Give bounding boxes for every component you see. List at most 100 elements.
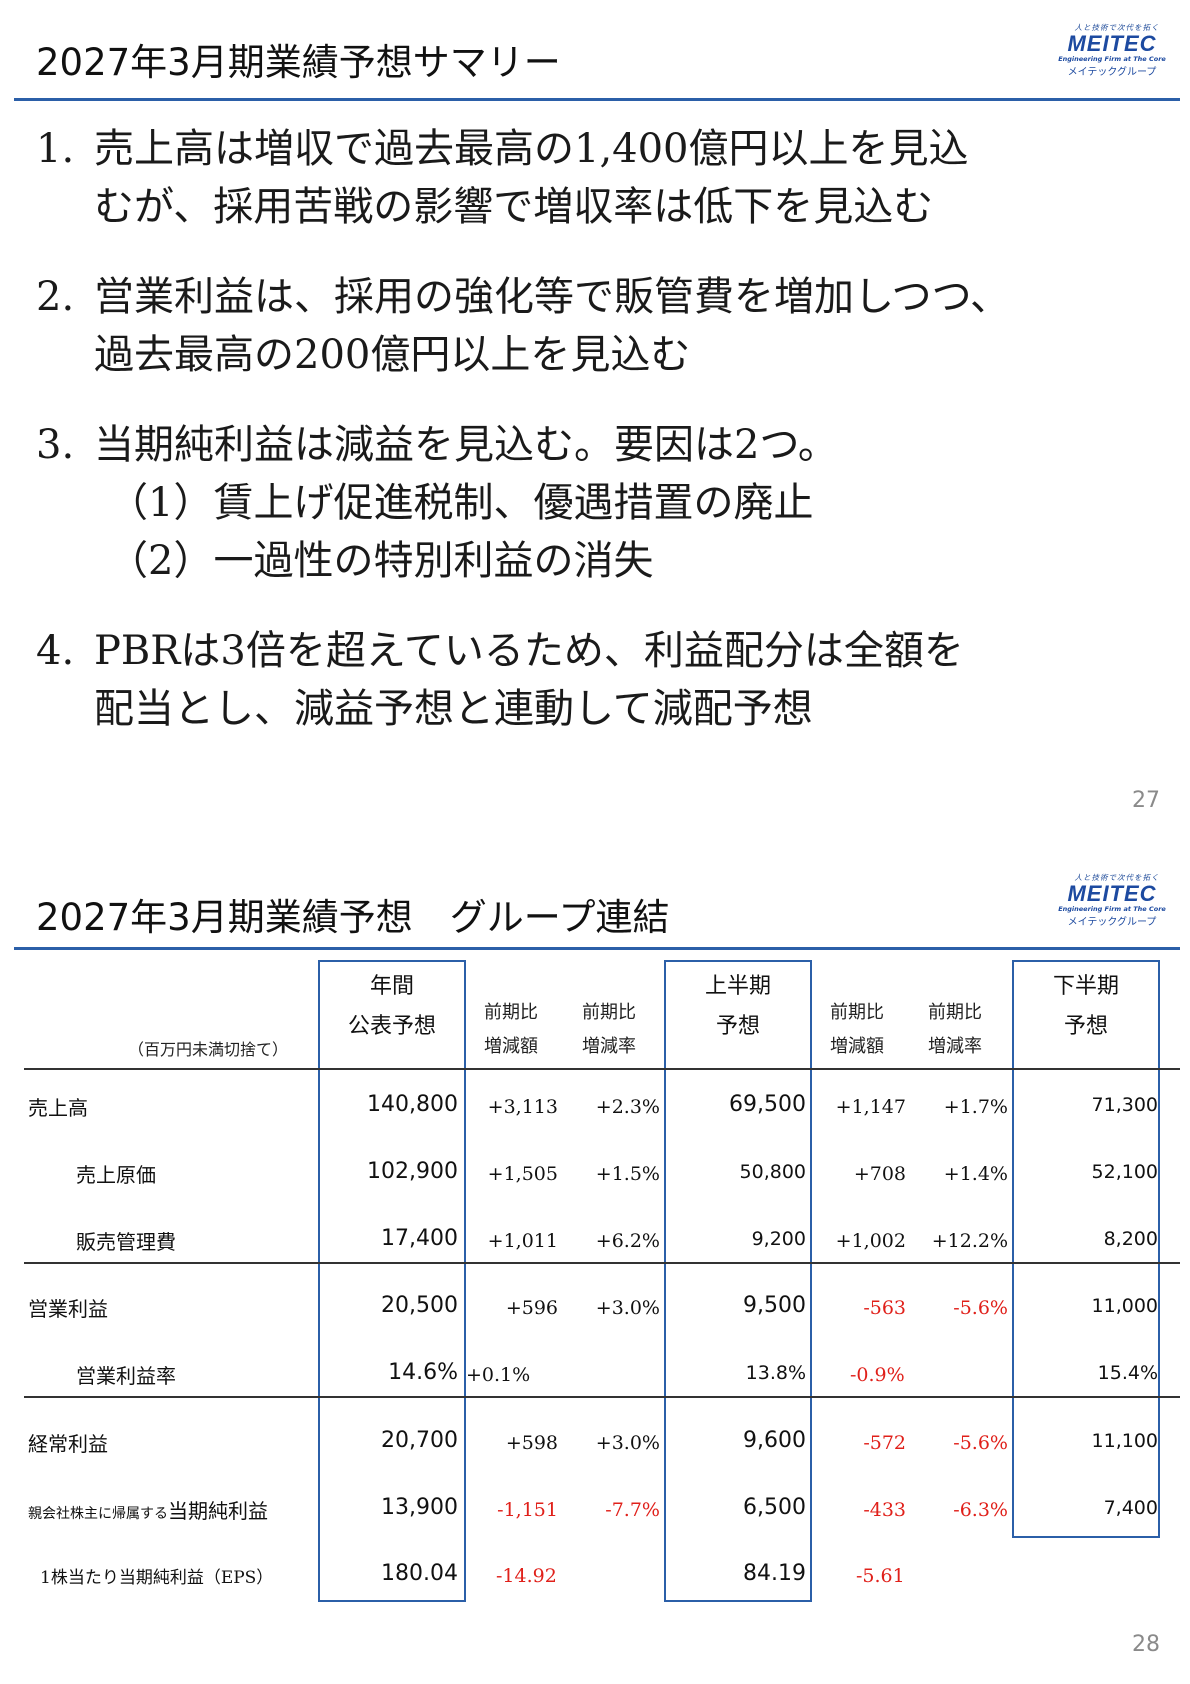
yoy-rate: +6.2% [595, 1230, 660, 1252]
h1-value: 69,500 [729, 1092, 806, 1117]
annual-value: 102,900 [367, 1159, 458, 1184]
yoy-amount: -1,151 [497, 1499, 558, 1521]
row-label: 1株当たり当期純利益（EPS） [40, 1568, 274, 1588]
summary-item-1: 1. 売上高は増収で過去最高の1,400億円以上を見込 むが、採用苦戦の影響で増収… [36, 120, 969, 236]
header-annual-2: 公表予想 [347, 1014, 436, 1039]
h1-value: 9,200 [751, 1228, 806, 1250]
logo-tagline: 人と技術で次代を拓く [1074, 23, 1160, 32]
annual-column-box [318, 960, 466, 1602]
h1-column-box [664, 960, 812, 1602]
row-label: 販売管理費 [76, 1230, 176, 1254]
page-number: 27 [1132, 788, 1160, 813]
h1-value: 13.8% [745, 1362, 806, 1384]
h1-amount: +1,002 [835, 1230, 906, 1252]
summary-item-2: 2. 営業利益は、採用の強化等で販管費を増加しつつ、 過去最高の200億円以上を見… [36, 268, 1010, 384]
annual-value: 180.04 [381, 1561, 458, 1586]
summary-item-3: 3. 当期純利益は減益を見込む。要因は2つ。 （1）賃上げ促進税制、優遇措置の廃止… [36, 416, 838, 590]
h1-value: 9,600 [743, 1428, 806, 1453]
h1-value: 50,800 [739, 1161, 806, 1183]
group-rule [24, 1396, 1180, 1398]
row-label: 営業利益 [28, 1297, 108, 1321]
yoy-rate: +2.3% [595, 1096, 660, 1118]
page-number: 28 [1132, 1632, 1160, 1657]
yoy-amount: +1,505 [487, 1163, 558, 1185]
header-yoy-rate-1: 前期比 [582, 1002, 636, 1023]
h2-value: 15.4% [1097, 1362, 1158, 1384]
yoy-amount: +598 [505, 1432, 558, 1454]
yoy-amount: +596 [505, 1297, 558, 1319]
forecast-table: 年間 公表予想 前期比 増減額 前期比 増減率 上半期 予想 前期比 増減額 前… [0, 842, 1190, 1684]
item-number: 3. [36, 422, 75, 468]
row-label-main: 当期純利益 [168, 1499, 268, 1523]
logo-sub2: メイテックグループ [1067, 67, 1157, 78]
header-rule [24, 1068, 1180, 1070]
header-h2-1: 下半期 [1052, 974, 1119, 999]
h1-rate: +12.2% [931, 1230, 1008, 1252]
item-number: 4. [36, 628, 75, 674]
item-line: PBRは3倍を超えているため、利益配分は全額を [94, 628, 964, 674]
h2-value: 8,200 [1103, 1228, 1158, 1250]
h2-column-box [1012, 960, 1160, 1538]
header-h1-1: 上半期 [704, 974, 771, 999]
logo-sub1: Engineering Firm at The Core [1058, 905, 1166, 913]
unit-note: （百万円未満切捨て） [128, 1040, 289, 1059]
yoy-rate: -7.7% [605, 1499, 660, 1521]
h1-amount: +708 [853, 1163, 906, 1185]
header-yoy-rate-2: 増減率 [582, 1036, 636, 1057]
row-label: 売上原価 [76, 1163, 156, 1187]
item-line: 売上高は増収で過去最高の1,400億円以上を見込 [94, 126, 969, 172]
yoy-rate: +3.0% [595, 1432, 660, 1454]
row-label: 売上高 [28, 1096, 88, 1120]
header-h1-rate-1: 前期比 [928, 1002, 982, 1023]
yoy-rate: +1.5% [595, 1163, 660, 1185]
annual-value: 17,400 [381, 1226, 458, 1251]
row-label: 親会社株主に帰属する当期純利益 [28, 1495, 268, 1524]
h1-value: 9,500 [743, 1293, 806, 1318]
annual-value: 14.6% [388, 1360, 458, 1385]
item-number: 2. [36, 274, 75, 320]
header-yoy-amount-2: 増減額 [484, 1036, 538, 1057]
header-h1-rate-2: 増減率 [928, 1036, 982, 1057]
h2-value: 71,300 [1091, 1094, 1158, 1116]
header-h1-amount-1: 前期比 [830, 1002, 884, 1023]
annual-value: 20,500 [381, 1293, 458, 1318]
h1-amount: -5.61 [856, 1565, 905, 1587]
h1-rate: -5.6% [953, 1432, 1008, 1454]
row-label: 営業利益率 [76, 1364, 176, 1388]
title-rule [14, 947, 1180, 950]
h2-value: 11,000 [1091, 1295, 1158, 1317]
logo-tagline: 人と技術で次代を拓く [1074, 873, 1160, 882]
h2-value: 52,100 [1091, 1161, 1158, 1183]
annual-value: 20,700 [381, 1428, 458, 1453]
h1-value: 6,500 [743, 1495, 806, 1520]
summary-item-4: 4. PBRは3倍を超えているため、利益配分は全額を 配当とし、減益予想と連動して… [36, 622, 964, 738]
item-sub: （2）一過性の特別利益の消失 [108, 538, 654, 584]
yoy-amount: +3,113 [487, 1096, 558, 1118]
h1-amount: -572 [863, 1432, 906, 1454]
header-yoy-amount-1: 前期比 [484, 1002, 538, 1023]
h1-amount: -0.9% [850, 1364, 905, 1386]
h1-rate: -6.3% [953, 1499, 1008, 1521]
row-label: 経常利益 [28, 1432, 108, 1456]
h1-rate: +1.7% [943, 1096, 1008, 1118]
h1-amount: -433 [863, 1499, 906, 1521]
header-h2-2: 予想 [1063, 1014, 1108, 1039]
header-h1-amount-2: 増減額 [830, 1036, 884, 1057]
annual-value: 140,800 [367, 1092, 458, 1117]
logo-brand: MEITEC [1067, 31, 1157, 56]
h1-rate: +1.4% [943, 1163, 1008, 1185]
header-h1-2: 予想 [715, 1014, 760, 1039]
title-rule [14, 98, 1180, 101]
annual-value: 13,900 [381, 1495, 458, 1520]
page-title: 2027年3月期業績予想サマリー [36, 41, 561, 84]
item-number: 1. [36, 126, 75, 172]
h2-value: 7,400 [1103, 1497, 1158, 1519]
meitec-logo: 人と技術で次代を拓く MEITEC Engineering Firm at Th… [1052, 22, 1172, 82]
yoy-amount: +0.1% [466, 1364, 531, 1386]
yoy-rate: +3.0% [595, 1297, 660, 1319]
page-title: 2027年3月期業績予想 グループ連結 [36, 896, 670, 939]
item-line: 過去最高の200億円以上を見込む [94, 332, 691, 378]
header-annual-1: 年間 [369, 974, 414, 999]
item-line: 当期純利益は減益を見込む。要因は2つ。 [94, 422, 838, 468]
item-line: むが、採用苦戦の影響で増収率は低下を見込む [94, 184, 934, 230]
